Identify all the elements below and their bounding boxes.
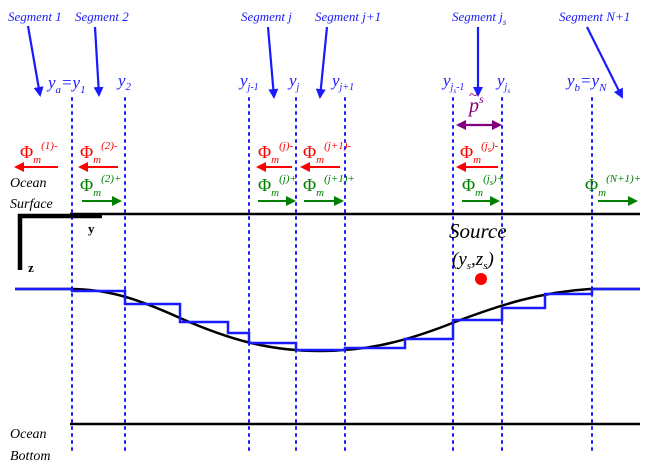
segment-j-pointer-arrow — [266, 26, 279, 99]
source-coordinates: (ys,zs) — [452, 249, 494, 272]
y-axis-label: y — [88, 221, 95, 236]
segment-js-label: Segment js — [452, 9, 507, 27]
source-label: Source — [449, 219, 507, 243]
coordinate-axes: y z — [17, 213, 102, 275]
segment-j-plus-1-pointer-arrow — [315, 26, 329, 99]
mode-2-minus-label: Φm(2)- — [80, 140, 118, 166]
staircase-approximation — [15, 287, 640, 352]
segment-j-label: Segment j — [241, 9, 292, 24]
mode-j-plus-1-minus-label: Φm(j+1)- — [303, 140, 351, 166]
segment-n-plus-1-pointer-arrow — [586, 26, 623, 99]
segment-2-pointer-arrow — [93, 26, 104, 97]
mode-js-plus-label: Φm(js)+ — [462, 173, 504, 199]
ocean-bottom-label-top: Ocean — [10, 427, 47, 442]
y-js-minus-1-label: yjs-1 — [441, 71, 464, 95]
mode-j-minus-label: Φm(j)- — [258, 140, 294, 166]
ocean-surface-label-top: Ocean — [10, 176, 47, 191]
ya-y1-label: ya=y1 — [46, 73, 86, 96]
y-j-label: yj — [287, 71, 300, 93]
pressure-label: ps — [467, 92, 484, 117]
segment-j-plus-1-label: Segment j+1 — [315, 9, 381, 24]
mode-js-minus-label: Φm(js)- — [460, 140, 499, 166]
y-js-label: yjs — [495, 71, 510, 95]
yb-yn-label: yb=yN — [565, 71, 607, 94]
ocean-bottom-label-bottom: Bottom — [10, 449, 50, 464]
source-pressure-group: ps ~ — [456, 87, 502, 130]
z-axis-label: z — [28, 260, 34, 275]
ocean-surface-label-bottom: Surface — [10, 197, 53, 212]
mode-j-plus-1-plus-label: Φm(j+1)+ — [303, 173, 355, 199]
segment-1-label: Segment 1 — [8, 9, 62, 24]
y-j-minus-1-label: yj-1 — [238, 71, 259, 93]
pressure-tilde: ~ — [469, 87, 478, 104]
y-j-plus-1-label: yj+1 — [330, 71, 354, 93]
mode-n-plus-1-plus-label: Φm(N+1)+ — [585, 173, 641, 199]
y2-label: y2 — [116, 71, 132, 93]
mode-j-plus-label: Φm(j)+ — [258, 173, 297, 199]
source-point — [475, 273, 487, 285]
mode-2-plus-label: Φm(2)+ — [80, 173, 121, 199]
segment-n-plus-1-label: Segment N+1 — [559, 9, 630, 24]
mode-1-minus-label: Φm(1)- — [20, 140, 58, 166]
segment-2-label: Segment 2 — [75, 9, 129, 24]
segment-1-pointer-arrow — [26, 25, 44, 97]
